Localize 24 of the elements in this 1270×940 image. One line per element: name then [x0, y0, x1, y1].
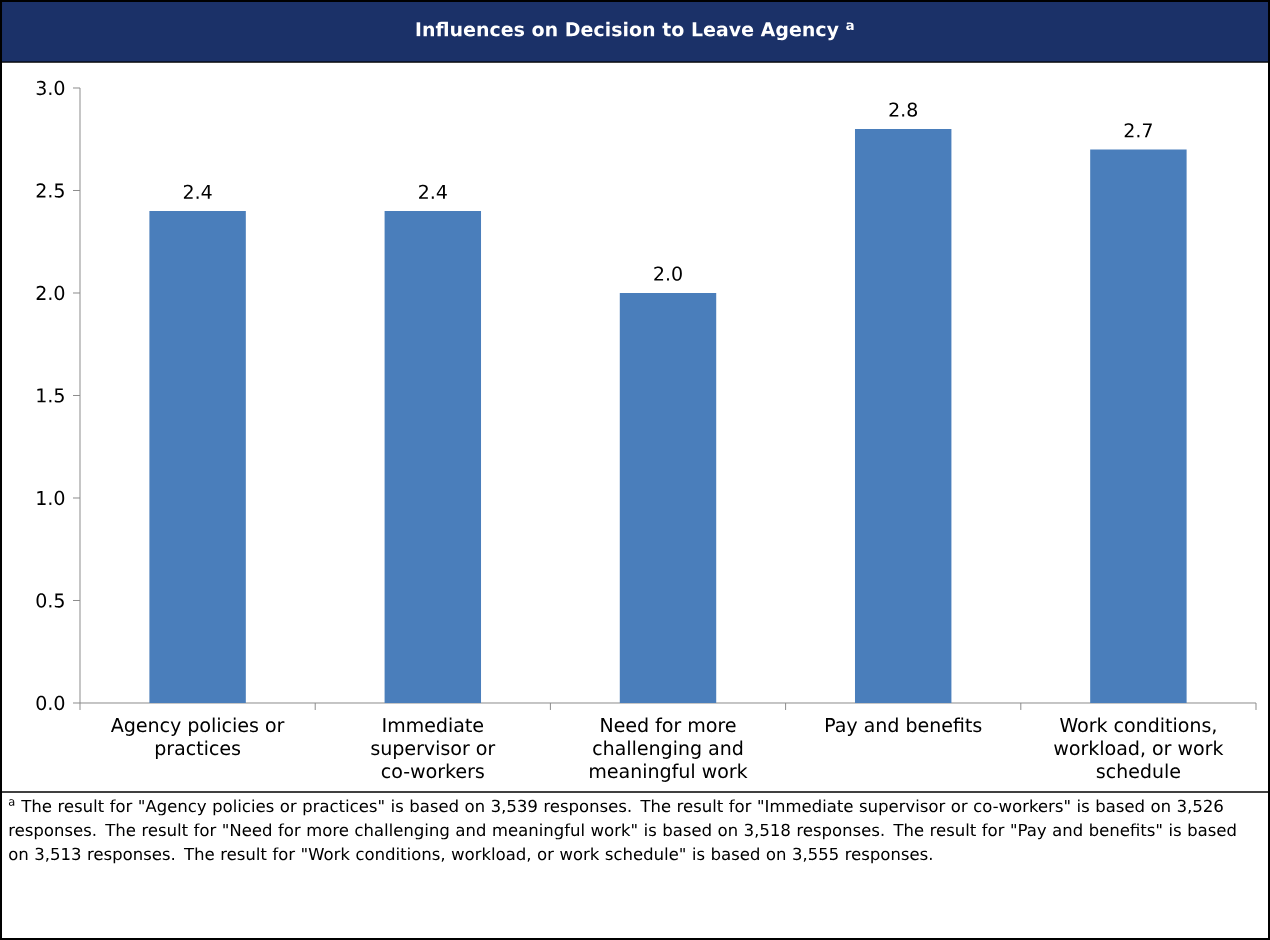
x-tick-label: Immediate supervisor or co-workers: [371, 717, 496, 779]
data-label: 2.0: [654, 266, 682, 281]
y-tick-label: 1.5: [37, 388, 64, 403]
y-tick-label: 3.0: [36, 80, 65, 96]
bar: [149, 210, 246, 703]
x-tick-label: Agency policies or practices: [110, 717, 285, 759]
y-tick-label: 1.0: [37, 490, 65, 506]
bar: [854, 128, 952, 703]
y-tick-label: 2.0: [36, 285, 65, 301]
y-tick-label: 0.0: [36, 695, 65, 711]
data-label: 2.4: [183, 184, 212, 199]
x-tick-label: Pay and benefits: [826, 717, 982, 736]
y-tick-label: 2.5: [36, 183, 64, 198]
data-label: 2.7: [1124, 123, 1152, 138]
chart-title: Influences on Decision to Leave Agency $^{a}$: [416, 21, 854, 41]
text: $^{a}$ The result for "Agency policies or practices" is based on 3,539 responses. The result for "Immediate supervisor or co-workers" is based on 3,526 responses. The result for "Need for more challenging and meaningful work" is based on 3,518 responses. The result for "Pay and benefits" is based on 3,513 responses. The result for "Work conditions, workload, or work schedule" is based on 3,555 responses.: [8, 799, 1236, 864]
y-tick-label: 0.5: [36, 593, 64, 608]
x-tick-label: Need for more challenging and meaningful work: [590, 717, 748, 782]
data-label: 2.8: [889, 102, 918, 117]
data-label: 2.4: [419, 184, 447, 199]
bar: [1090, 149, 1187, 703]
bar: [384, 210, 482, 703]
x-tick-label: Work conditions, workload, or work schedule: [1054, 717, 1224, 779]
bar: [619, 292, 717, 703]
